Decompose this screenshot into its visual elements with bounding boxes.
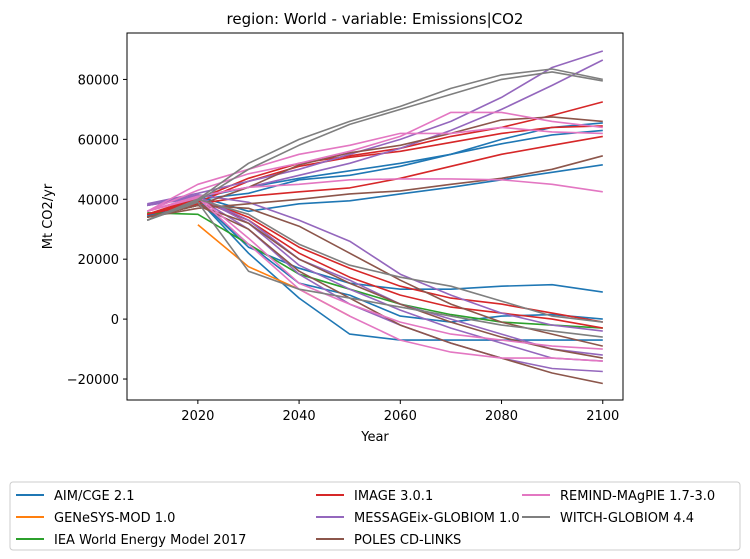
legend-label: WITCH-GLOBIOM 4.4: [560, 511, 694, 526]
y-axis-title: Mt CO2/yr: [41, 183, 56, 249]
legend-label: IEA World Energy Model 2017: [54, 533, 246, 548]
legend: AIM/CGE 2.1 GENeSYS-MOD 1.0 IEA World Ener…: [9, 481, 741, 551]
y-tick-label: 80000: [78, 73, 119, 88]
series-line-20: [147, 116, 603, 218]
series-line-7: [147, 212, 603, 329]
x-tick-label: 2020: [181, 409, 214, 424]
series-line-27: [146, 195, 603, 350]
x-tick-label: 2060: [384, 409, 417, 424]
series-line-15: [147, 194, 603, 332]
series-line-17: [147, 195, 603, 362]
legend-label: POLES CD-LINKS: [354, 533, 461, 548]
series-line-30: [146, 71, 603, 221]
series-line-32: [146, 201, 603, 338]
x-axis-title: Year: [360, 430, 389, 445]
series-line-2: [146, 122, 603, 218]
series-line-22: [147, 204, 603, 359]
series-line-26: [146, 178, 603, 213]
legend-label: REMIND-MAgPIE 1.7-3.0: [560, 489, 715, 504]
series-line-5: [146, 198, 603, 341]
x-axis-ticks: 2020 2040 2060 2080 2100: [181, 400, 619, 424]
y-tick-label: 40000: [78, 193, 119, 208]
x-tick-label: 2100: [586, 409, 619, 424]
series-line-28: [146, 197, 603, 362]
x-tick-label: 2080: [485, 409, 518, 424]
series-line-0: [146, 164, 603, 218]
series-line-16: [147, 195, 603, 356]
series-line-10: [146, 101, 604, 216]
legend-label: AIM/CGE 2.1: [54, 489, 135, 504]
series-line-31: [146, 198, 603, 323]
y-axis-ticks: −20000 0 20000 40000 60000 80000: [67, 73, 127, 388]
y-tick-label: 60000: [78, 133, 119, 148]
legend-label: MESSAGEix-GLOBIOM 1.0: [354, 511, 520, 526]
series-line-13: [147, 50, 604, 205]
x-tick-label: 2040: [283, 409, 316, 424]
series-line-8: [147, 135, 603, 216]
y-tick-label: −20000: [67, 373, 119, 388]
legend-label: IMAGE 3.0.1: [354, 489, 433, 504]
plot-lines: [146, 50, 604, 385]
chart-title: region: World - variable: Emissions|CO2: [227, 10, 524, 28]
series-line-24: [146, 126, 603, 213]
legend-label: GENeSYS-MOD 1.0: [54, 511, 175, 526]
y-tick-label: 20000: [78, 253, 119, 268]
series-line-29: [146, 68, 603, 221]
plot-frame: [126, 32, 624, 401]
legend-box: [9, 481, 741, 551]
y-tick-label: 0: [111, 313, 119, 328]
